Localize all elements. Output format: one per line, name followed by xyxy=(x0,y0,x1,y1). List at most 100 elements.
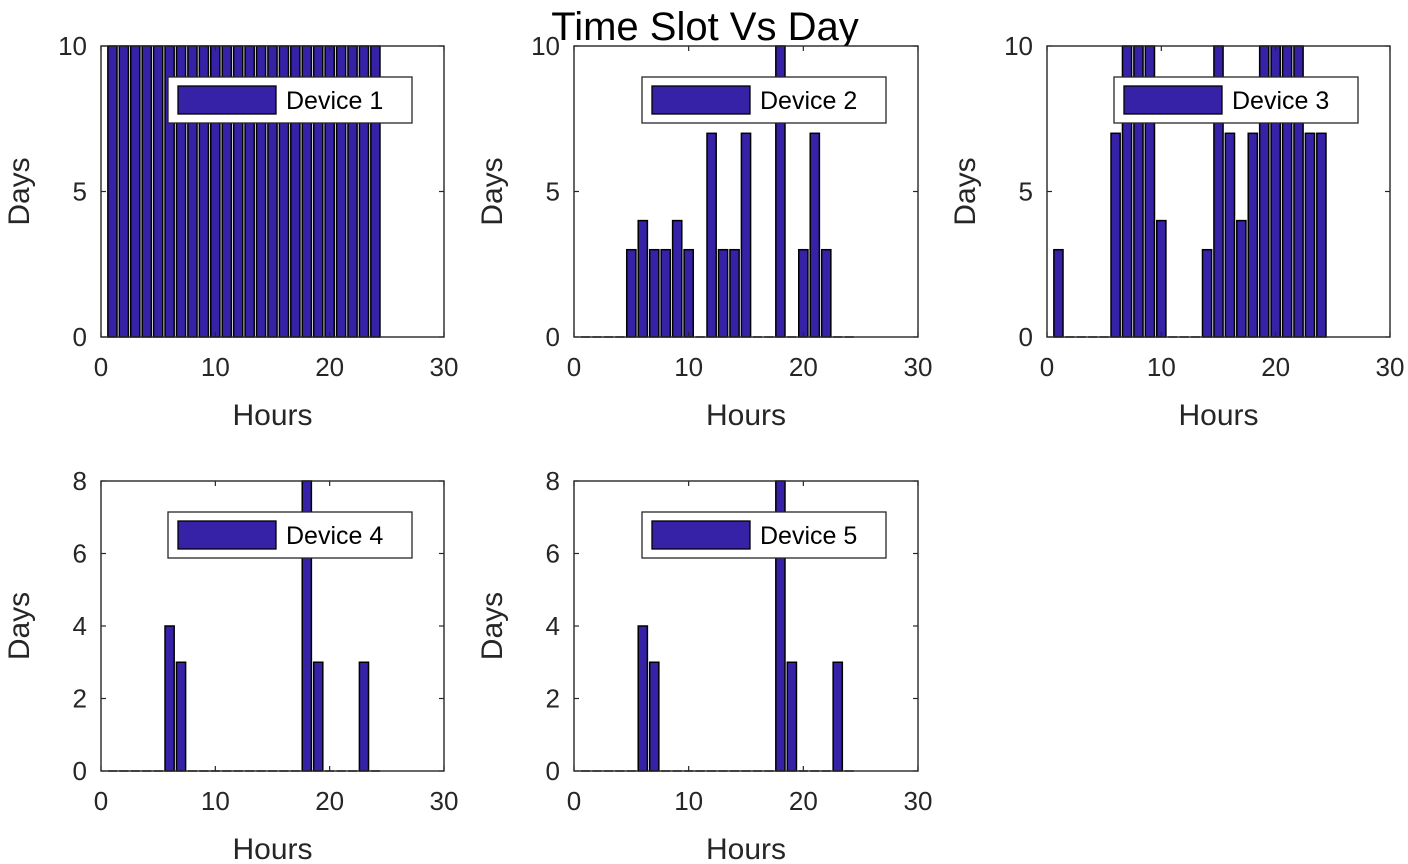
legend: Device 4 xyxy=(167,511,413,559)
bar-hour-9 xyxy=(671,219,683,338)
x-axis-label: Hours xyxy=(232,833,312,864)
legend-swatch xyxy=(177,85,277,115)
x-tick-label: 20 xyxy=(315,786,344,816)
bar-hour-19 xyxy=(312,661,324,772)
y-tick-label: 2 xyxy=(546,684,560,714)
y-tick-label: 10 xyxy=(531,31,560,61)
legend-label: Device 2 xyxy=(760,87,857,115)
legend-swatch xyxy=(1123,85,1223,115)
bar-hour-22 xyxy=(820,248,832,338)
bar-hour-5 xyxy=(152,45,164,338)
legend-label: Device 4 xyxy=(286,522,383,550)
bar-hour-24 xyxy=(1316,132,1327,338)
bar-hour-6 xyxy=(637,625,649,772)
y-axis-label: Days xyxy=(476,157,509,225)
y-tick-label: 2 xyxy=(73,684,87,714)
x-tick-label: 30 xyxy=(904,352,933,382)
y-tick-label: 10 xyxy=(58,31,87,61)
bar-hour-16 xyxy=(1224,132,1236,338)
x-tick-label: 0 xyxy=(567,352,581,382)
legend-label: Device 3 xyxy=(1232,87,1329,115)
bar-hour-6 xyxy=(1110,132,1121,338)
subplot-device-5: 0 10 20 30 0 2 4 6 8 Hours Days Device 5 xyxy=(476,466,932,864)
y-tick-label: 0 xyxy=(1019,322,1033,352)
bar-hour-20 xyxy=(797,248,809,338)
bar-hour-8 xyxy=(660,248,672,338)
x-tick-label: 0 xyxy=(94,352,108,382)
bar-hour-10 xyxy=(1156,219,1167,338)
x-tick-label: 10 xyxy=(674,786,703,816)
bar-hour-7 xyxy=(648,661,660,772)
y-tick-label: 8 xyxy=(546,466,560,496)
y-tick-label: 5 xyxy=(73,177,87,207)
x-axis-label: Hours xyxy=(1178,399,1258,432)
axes-box xyxy=(573,480,919,772)
x-tick-label: 20 xyxy=(789,786,818,816)
legend-label: Device 1 xyxy=(286,87,383,115)
y-tick-label: 0 xyxy=(546,756,560,786)
bar-hour-21 xyxy=(809,132,821,338)
bar-hour-14 xyxy=(1201,248,1213,338)
y-tick-label: 4 xyxy=(546,611,560,641)
bar-hour-2 xyxy=(118,45,130,338)
x-tick-label: 30 xyxy=(430,786,459,816)
bar-hour-3 xyxy=(129,45,141,338)
x-tick-label: 20 xyxy=(789,352,818,382)
y-tick-label: 5 xyxy=(1019,177,1033,207)
bar-hour-7 xyxy=(648,248,660,338)
y-tick-label: 8 xyxy=(73,466,87,496)
y-tick-label: 0 xyxy=(73,322,87,352)
bar-hour-17 xyxy=(1236,219,1247,338)
bar-hour-23 xyxy=(832,661,844,772)
x-axis-label: Hours xyxy=(232,399,312,432)
y-tick-label: 6 xyxy=(546,539,560,569)
bar-hour-23 xyxy=(358,661,370,772)
bar-hour-6 xyxy=(637,219,649,338)
x-tick-label: 10 xyxy=(201,352,230,382)
bar-hour-7 xyxy=(175,661,187,772)
x-axis-label: Hours xyxy=(706,833,786,864)
x-tick-label: 30 xyxy=(1376,352,1405,382)
x-tick-label: 0 xyxy=(567,786,581,816)
y-axis-label: Days xyxy=(949,157,982,225)
legend: Device 5 xyxy=(641,511,887,559)
legend: Device 1 xyxy=(167,76,413,124)
axes-box xyxy=(100,480,445,772)
x-tick-label: 0 xyxy=(94,786,108,816)
bar-hour-19 xyxy=(786,661,798,772)
y-tick-label: 0 xyxy=(546,322,560,352)
legend: Device 3 xyxy=(1113,76,1359,124)
figure-title: Time Slot Vs Day xyxy=(551,5,858,49)
y-axis-label: Days xyxy=(3,592,36,660)
y-tick-label: 4 xyxy=(73,611,87,641)
bar-hour-6 xyxy=(164,625,175,772)
y-axis-label: Days xyxy=(3,157,36,225)
bar-hour-1 xyxy=(107,45,118,338)
x-tick-label: 30 xyxy=(904,786,933,816)
axes-box xyxy=(573,45,919,338)
legend-swatch xyxy=(651,520,751,550)
x-tick-label: 0 xyxy=(1040,352,1054,382)
legend-label: Device 5 xyxy=(760,522,857,550)
legend-swatch xyxy=(177,520,277,550)
axes-box xyxy=(100,45,445,338)
bar-hour-15 xyxy=(740,132,752,338)
bar-hour-18 xyxy=(1247,132,1259,338)
y-tick-label: 5 xyxy=(546,177,560,207)
bar-hour-13 xyxy=(717,248,729,338)
bar-hour-4 xyxy=(141,45,153,338)
legend-swatch xyxy=(651,85,751,115)
x-tick-label: 10 xyxy=(674,352,703,382)
bar-hour-1 xyxy=(1053,248,1064,338)
x-axis-label: Hours xyxy=(706,399,786,432)
bar-hour-12 xyxy=(706,132,717,338)
axes-box xyxy=(1046,45,1391,338)
bar-hour-23 xyxy=(1304,132,1316,338)
y-tick-label: 6 xyxy=(73,539,87,569)
x-tick-label: 20 xyxy=(315,352,344,382)
y-tick-label: 10 xyxy=(1004,31,1033,61)
